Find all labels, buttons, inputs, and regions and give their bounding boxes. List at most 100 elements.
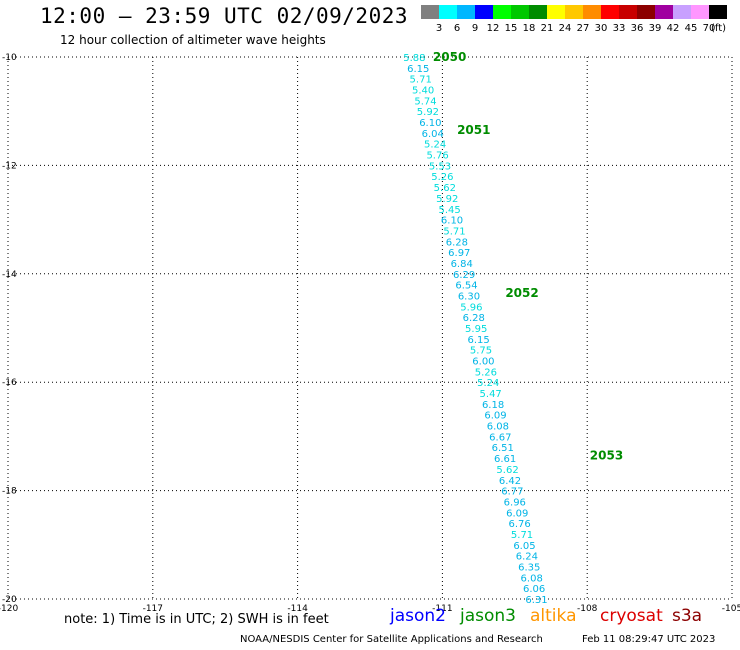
swh-value: 6.54 [455, 281, 477, 292]
color-label: 6 [453, 23, 461, 34]
swh-value: 5.40 [412, 86, 434, 97]
satellite-jason3: jason3 [460, 606, 516, 626]
swh-value: 6.84 [451, 259, 473, 270]
color-swatch [457, 5, 475, 19]
color-swatch [529, 5, 547, 19]
swh-value: 6.08 [521, 573, 543, 584]
color-label: 36 [630, 23, 644, 34]
swh-value: 6.15 [407, 64, 429, 75]
swh-value: 6.76 [508, 519, 530, 530]
color-label: 45 [684, 23, 698, 34]
swh-value: 6.15 [467, 335, 489, 346]
swh-value: 6.09 [506, 508, 528, 519]
swh-value: 5.92 [436, 194, 458, 205]
satellite-cryosat: cryosat [600, 606, 663, 626]
color-swatch [421, 5, 439, 19]
swh-value: 6.10 [441, 216, 463, 227]
time-label: 2052 [505, 286, 538, 300]
x-tick-label: -108 [577, 604, 598, 614]
color-label: 39 [648, 23, 662, 34]
color-unit: (ft) [711, 23, 727, 34]
color-label: 9 [471, 23, 479, 34]
swh-value: 6.42 [499, 476, 521, 487]
color-label: 24 [558, 23, 572, 34]
swh-value: 6.97 [448, 248, 470, 259]
swh-value: 6.24 [516, 552, 538, 563]
y-tick-label: -12 [2, 161, 17, 171]
swh-value: 5.74 [414, 96, 436, 107]
color-swatch [655, 5, 673, 19]
color-swatch [637, 5, 655, 19]
swh-value: 6.00 [472, 357, 494, 368]
x-tick-label: -117 [143, 604, 163, 614]
credit-text: NOAA/NESDIS Center for Satellite Applica… [240, 634, 543, 645]
color-swatch [673, 5, 691, 19]
color-label: 3 [435, 23, 443, 34]
color-swatch [709, 5, 727, 19]
x-tick-label: -114 [287, 604, 308, 614]
swh-value: 5.71 [443, 226, 465, 237]
swh-value: 6.31 [525, 595, 547, 606]
swh-value: 6.09 [484, 411, 506, 422]
footnote: note: 1) Time is in UTC; 2) SWH is in fe… [64, 612, 329, 627]
swh-value: 5.26 [431, 172, 453, 183]
color-label: 30 [594, 23, 608, 34]
satellite-s3a: s3a [672, 606, 703, 626]
color-label: 18 [522, 23, 536, 34]
color-swatch [493, 5, 511, 19]
x-tick-label: -120 [0, 604, 18, 614]
color-label: 70 [702, 23, 716, 34]
color-label: 21 [540, 23, 554, 34]
time-label: 2050 [433, 50, 466, 64]
color-swatch [583, 5, 601, 19]
swh-value: 6.28 [463, 313, 485, 324]
swh-value: 5.45 [439, 205, 461, 216]
color-label: 12 [486, 23, 500, 34]
y-tick-label: -16 [2, 378, 17, 388]
swh-value: 6.29 [453, 270, 475, 281]
color-swatch [547, 5, 565, 19]
y-tick-label: -10 [2, 53, 17, 63]
color-swatch [601, 5, 619, 19]
x-tick-label: -111 [432, 604, 452, 614]
color-swatch [439, 5, 457, 19]
swh-value: 5.26 [475, 367, 497, 378]
color-swatch [691, 5, 709, 19]
y-tick-label: -14 [2, 270, 17, 280]
color-label: 27 [576, 23, 590, 34]
swh-value: 6.77 [501, 487, 523, 498]
color-swatch [565, 5, 583, 19]
time-label: 2053 [590, 448, 623, 462]
page-title: 12:00 – 23:59 UTC 02/09/2023 [40, 4, 409, 28]
swh-value: 6.10 [419, 118, 441, 129]
swh-value: 5.76 [426, 151, 448, 162]
swh-value: 5.62 [434, 183, 456, 194]
color-label: 15 [504, 23, 518, 34]
swh-value: 6.96 [504, 497, 526, 508]
swh-value: 6.18 [482, 400, 504, 411]
swh-value: 5.95 [465, 324, 487, 335]
swh-value: 6.06 [523, 584, 545, 595]
x-tick-label: -105 [722, 604, 740, 614]
time-label: 2051 [457, 123, 490, 137]
swh-value: 5.24 [477, 378, 499, 389]
color-label: 33 [612, 23, 626, 34]
swh-value: 5.71 [410, 75, 432, 86]
swh-value: 6.51 [492, 443, 514, 454]
swh-value: 6.30 [458, 291, 480, 302]
swh-value: 5.92 [417, 107, 439, 118]
swh-value: 6.28 [446, 237, 468, 248]
satellite-altika: altika [530, 606, 577, 626]
swh-value: 5.53 [429, 161, 451, 172]
swh-value: 5.75 [470, 346, 492, 357]
swh-value: 6.61 [494, 454, 516, 465]
color-swatch [619, 5, 637, 19]
swh-value: 5.71 [511, 530, 533, 541]
color-swatch [511, 5, 529, 19]
y-tick-label: -20 [2, 595, 17, 605]
page-subtitle: 12 hour collection of altimeter wave hei… [60, 33, 326, 47]
swh-value: 5.88 [403, 53, 425, 64]
swh-value: 6.08 [487, 422, 509, 433]
swh-value: 6.04 [422, 129, 444, 140]
